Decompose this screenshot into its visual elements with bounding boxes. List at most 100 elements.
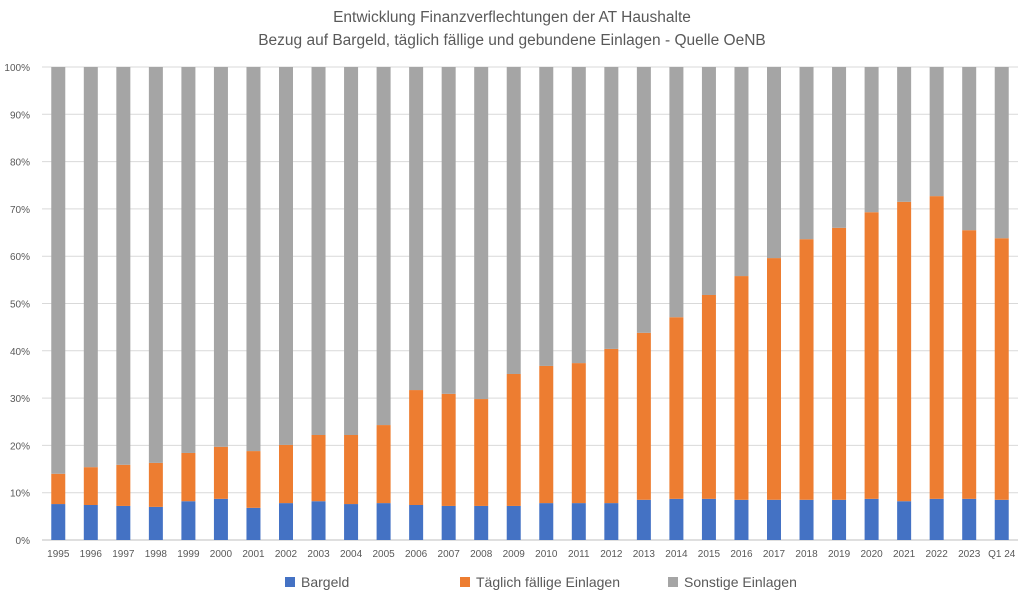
x-tick-label: 2004: [340, 549, 363, 560]
bar-sonstige-einlagen-2022: [929, 67, 944, 197]
bar-bargeld-2014: [669, 498, 684, 540]
y-tick-label: 0%: [16, 536, 31, 547]
bar-sonstige-einlagen-2007: [441, 67, 456, 394]
bar-t-glich-f-llige-einlagen-1999: [181, 452, 196, 502]
bar-bargeld-2011: [571, 503, 586, 540]
bar-t-glich-f-llige-einlagen-2006: [409, 390, 424, 505]
bar-t-glich-f-llige-einlagen-2022: [929, 196, 944, 499]
x-tick-label: 2001: [242, 549, 265, 560]
bar-sonstige-einlagen-2013: [636, 67, 651, 333]
legend-label: Sonstige Einlagen: [684, 574, 797, 590]
gridlines: [42, 66, 1018, 541]
bar-bargeld-2019: [832, 499, 847, 540]
x-tick-label: 2007: [438, 549, 461, 560]
bar-sonstige-einlagen-2015: [701, 67, 716, 295]
legend-label: Bargeld: [301, 574, 349, 590]
bar-t-glich-f-llige-einlagen-2020: [864, 212, 879, 499]
bar-bargeld-2016: [734, 499, 749, 540]
bar-t-glich-f-llige-einlagen-2021: [897, 201, 912, 502]
bar-sonstige-einlagen-2000: [213, 67, 228, 447]
bar-t-glich-f-llige-einlagen-2001: [246, 451, 261, 508]
chart-title: Entwicklung Finanzverflechtungen der AT …: [333, 9, 691, 26]
y-axis-ticks: 0% 10% 20% 30% 40% 50% 60% 70% 80% 90% 100%: [4, 63, 30, 547]
y-tick-label: 90%: [10, 110, 30, 121]
bar-bargeld-2007: [441, 505, 456, 540]
bar-sonstige-einlagen-2010: [539, 67, 554, 366]
y-tick-label: 60%: [10, 252, 30, 263]
bar-bargeld-2015: [701, 498, 716, 540]
x-tick-label: 2000: [210, 549, 233, 560]
bar-bargeld-2001: [246, 507, 261, 540]
y-tick-label: 20%: [10, 441, 30, 452]
x-tick-label: 2014: [665, 549, 688, 560]
bar-bargeld-1998: [148, 506, 163, 540]
x-tick-label: 1997: [112, 549, 135, 560]
bar-sonstige-einlagen-1999: [181, 67, 196, 453]
x-tick-label: 2019: [828, 549, 851, 560]
legend-swatch: [668, 577, 678, 587]
x-tick-label: 2005: [372, 549, 395, 560]
x-tick-label: 2017: [763, 549, 786, 560]
y-tick-label: 40%: [10, 347, 30, 358]
bar-bargeld-2013: [636, 499, 651, 540]
bar-sonstige-einlagen-2020: [864, 67, 879, 213]
x-tick-label: 1998: [145, 549, 168, 560]
bar-t-glich-f-llige-einlagen-2004: [344, 434, 359, 505]
bar-sonstige-einlagen-2019: [832, 67, 847, 228]
bar-bargeld-1996: [83, 504, 98, 540]
bar-t-glich-f-llige-einlagen-2015: [701, 294, 716, 499]
bar-sonstige-einlagen-2004: [344, 67, 359, 435]
bar-sonstige-einlagen-2023: [962, 67, 977, 231]
x-tick-label: Q1 24: [988, 549, 1016, 560]
bar-t-glich-f-llige-einlagen-Q1-24: [994, 238, 1009, 500]
x-tick-label: 2012: [600, 549, 623, 560]
bar-bargeld-2023: [962, 498, 977, 540]
bar-t-glich-f-llige-einlagen-2003: [311, 434, 326, 502]
bar-bargeld-1999: [181, 501, 196, 540]
bar-t-glich-f-llige-einlagen-2005: [376, 425, 391, 504]
bar-sonstige-einlagen-2021: [897, 67, 912, 202]
bar-sonstige-einlagen-1998: [148, 67, 163, 463]
y-tick-label: 70%: [10, 205, 30, 216]
bar-bargeld-2022: [929, 498, 944, 540]
bar-t-glich-f-llige-einlagen-1995: [51, 473, 66, 505]
bar-t-glich-f-llige-einlagen-2012: [604, 348, 619, 504]
x-tick-label: 1996: [80, 549, 103, 560]
bar-sonstige-einlagen-2016: [734, 67, 749, 277]
bar-sonstige-einlagen-2003: [311, 67, 326, 435]
bar-bargeld-2000: [213, 498, 228, 540]
bar-sonstige-einlagen-2009: [506, 67, 521, 374]
bar-t-glich-f-llige-einlagen-1996: [83, 467, 98, 505]
bar-t-glich-f-llige-einlagen-2010: [539, 365, 554, 504]
bar-sonstige-einlagen-Q1-24: [994, 67, 1009, 239]
bar-bargeld-2005: [376, 503, 391, 540]
bar-t-glich-f-llige-einlagen-1998: [148, 462, 163, 507]
bar-sonstige-einlagen-2005: [376, 67, 391, 426]
x-tick-label: 2006: [405, 549, 428, 560]
legend-label: Täglich fällige Einlagen: [476, 574, 620, 590]
bar-bargeld-2002: [279, 503, 293, 540]
x-tick-label: 2021: [893, 549, 916, 560]
bar-t-glich-f-llige-einlagen-2009: [506, 373, 521, 506]
bar-bargeld-2017: [767, 499, 781, 540]
x-tick-label: 2016: [730, 549, 753, 560]
bar-bargeld-2012: [604, 503, 619, 540]
bar-sonstige-einlagen-1997: [116, 67, 131, 465]
bar-bargeld-2018: [799, 499, 814, 540]
x-tick-label: 2009: [503, 549, 526, 560]
x-axis-ticks: 1995 1996 1997 1998 1999 2000 2001 2002 2003 2004…: [47, 549, 1016, 560]
bar-sonstige-einlagen-1996: [83, 67, 98, 468]
x-tick-label: 1999: [177, 549, 200, 560]
bar-t-glich-f-llige-einlagen-2002: [279, 444, 293, 504]
x-tick-label: 2008: [470, 549, 493, 560]
y-tick-label: 10%: [10, 489, 30, 500]
bar-sonstige-einlagen-2008: [474, 67, 489, 400]
x-tick-label: 2022: [926, 549, 949, 560]
legend-swatch: [460, 577, 470, 587]
bar-sonstige-einlagen-2017: [767, 67, 781, 259]
bar-t-glich-f-llige-einlagen-2018: [799, 239, 814, 500]
bar-bargeld-2020: [864, 498, 879, 540]
y-tick-label: 50%: [10, 300, 30, 311]
bar-bargeld-Q1-24: [994, 499, 1009, 540]
